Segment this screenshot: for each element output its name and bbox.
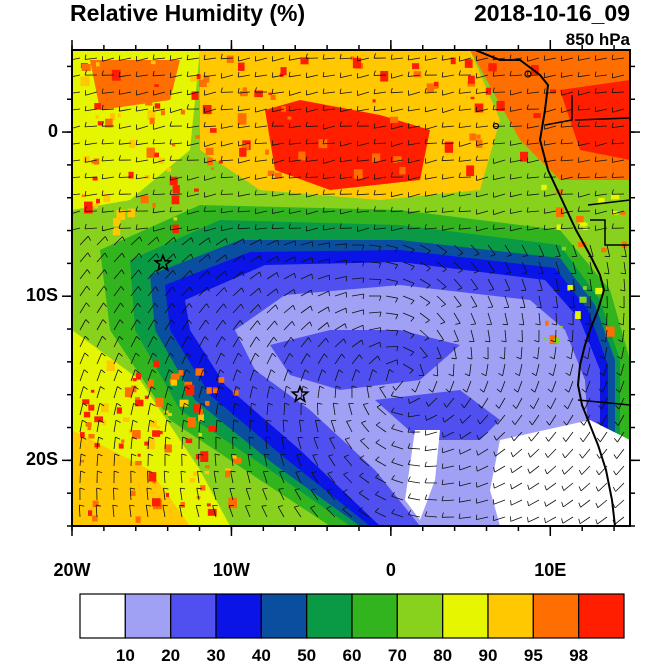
colorbar-swatch (215, 593, 262, 639)
colorbar-label: 70 (387, 646, 407, 665)
humidity-field (72, 50, 630, 526)
lon-tick-label: 0 (385, 560, 396, 580)
field-inner-blue (270, 330, 460, 390)
lon-tick-label: 10W (212, 560, 250, 580)
colorbar-label: 98 (569, 646, 589, 665)
colorbar-swatch (124, 593, 172, 639)
colorbar-swatch (487, 593, 534, 639)
african-coastline (474, 50, 616, 526)
colorbar-swatch (170, 593, 217, 639)
colorbar-swatch (351, 593, 398, 639)
station-markers (153, 253, 310, 404)
lat-tick-label: 0 (47, 121, 58, 142)
colorbar-label: 10 (115, 646, 135, 665)
star-marker-south (290, 384, 310, 404)
colorbar-label: 90 (478, 646, 498, 665)
country-borders (544, 95, 630, 406)
colorbar-swatch (442, 593, 489, 639)
colorbar (79, 593, 625, 639)
map-frame (71, 49, 631, 527)
axis-ticks (62, 40, 640, 536)
field-inner-blue-2 (375, 390, 500, 440)
island-bioko (524, 70, 532, 78)
moisture-speckles (80, 55, 627, 526)
pressure-level: 850 hPa (565, 30, 630, 49)
colorbar-label: 20 (161, 646, 181, 665)
lon-tick-label: 10E (534, 560, 567, 580)
field-white-core (490, 420, 630, 526)
lat-tick-label: 20S (25, 449, 58, 470)
colorbar-swatch (260, 593, 308, 639)
colorbar-swatch (396, 593, 444, 639)
island-sao-tome (492, 122, 500, 130)
colorbar-swatch (306, 593, 353, 639)
colorbar-label: 40 (251, 646, 271, 665)
colorbar-label: 50 (297, 646, 317, 665)
colorbar-swatch (79, 593, 126, 639)
wind-barbs (72, 53, 627, 525)
field-north-red (265, 100, 430, 190)
lat-tick-label: 10S (25, 285, 58, 306)
field-white-patch (405, 430, 440, 520)
colorbar-label: 95 (523, 646, 543, 665)
colorbar-swatch (578, 593, 625, 639)
lon-tick-label: 20W (53, 560, 91, 580)
map-datetime: 2018-10-16_09 (473, 0, 630, 26)
colorbar-swatch (532, 593, 580, 639)
colorbar-label: 60 (342, 646, 362, 665)
star-marker-north (153, 253, 173, 272)
map-title: Relative Humidity (%) (70, 0, 306, 26)
colorbar-label: 30 (206, 646, 226, 665)
colorbar-label: 80 (433, 646, 453, 665)
